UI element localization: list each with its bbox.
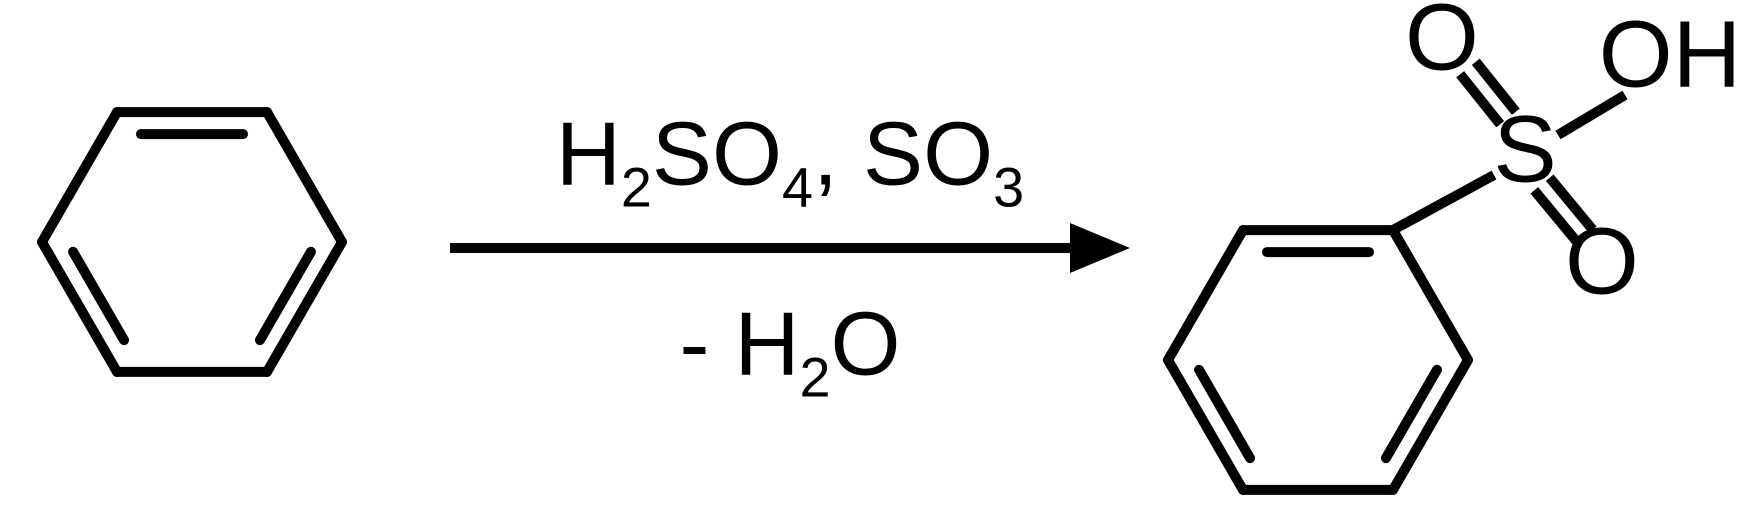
reagents-label: H2SO4, SO3 <box>556 104 1024 207</box>
atom-label-O-top: O <box>1405 0 1479 93</box>
byproduct-label: - H2O <box>679 294 900 397</box>
atom-label-OH: OH <box>1599 1 1740 110</box>
reaction-svg <box>0 0 1740 514</box>
reaction-diagram: H2SO4, SO3 - H2O S O O OH <box>0 0 1740 514</box>
atom-label-O-right: O <box>1565 208 1639 317</box>
atom-label-S: S <box>1493 96 1556 205</box>
